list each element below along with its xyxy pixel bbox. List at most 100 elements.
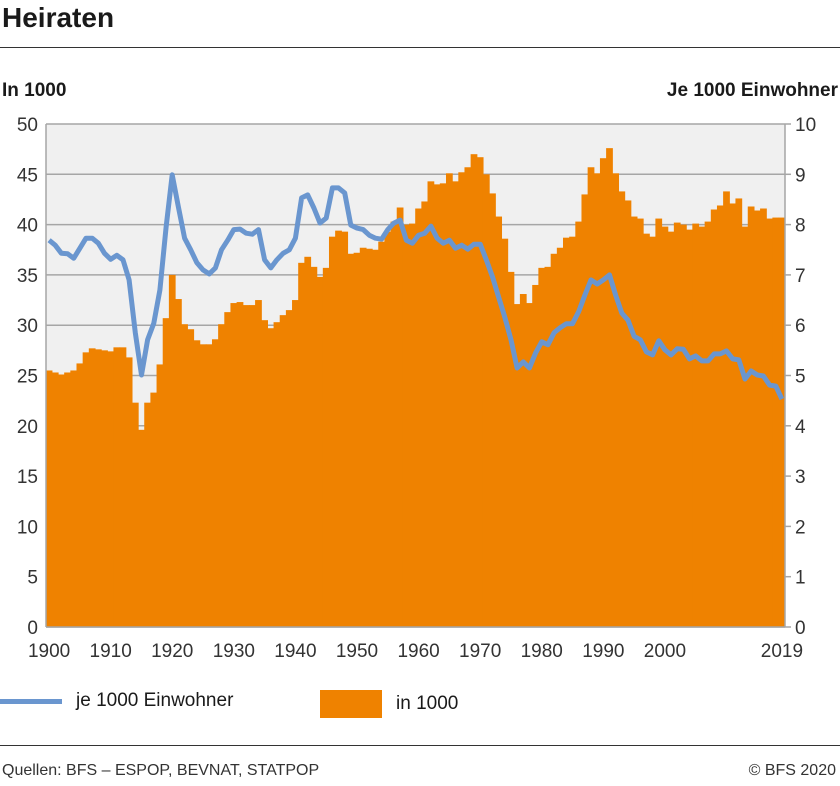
x-tick-label: 1990 (582, 641, 624, 662)
bar (575, 221, 583, 627)
bar (439, 183, 447, 627)
bar (156, 364, 164, 627)
bar (199, 344, 207, 627)
bar (64, 372, 71, 627)
left-tick-label: 40 (17, 216, 38, 237)
bar (273, 322, 281, 627)
bar (753, 210, 761, 628)
bar (242, 305, 250, 627)
bar (519, 294, 527, 627)
bar (230, 303, 238, 627)
bar (181, 324, 188, 627)
bar (550, 253, 558, 628)
bar (538, 267, 546, 627)
right-tick-label: 3 (795, 467, 806, 488)
bar (704, 221, 712, 627)
x-tick-label: 2000 (644, 641, 686, 662)
bar (612, 173, 620, 627)
right-tick-label: 10 (795, 115, 816, 136)
bar (532, 284, 539, 627)
bar (581, 194, 589, 628)
left-tick-label: 50 (17, 115, 38, 136)
bar (606, 148, 613, 628)
bar-series (45, 148, 786, 628)
bar (70, 370, 78, 627)
bar (655, 218, 663, 627)
bar (667, 231, 675, 627)
bar (211, 339, 219, 627)
bar (643, 233, 650, 628)
bar (193, 340, 201, 627)
bar (304, 256, 312, 627)
x-tick-label: 1900 (28, 641, 70, 662)
bar (686, 229, 693, 627)
x-tick-label: 1960 (397, 641, 439, 662)
bar (347, 253, 355, 628)
right-tick-label: 8 (795, 216, 806, 237)
bar (760, 208, 767, 627)
bar (526, 303, 533, 627)
bar (415, 208, 422, 627)
footer-divider (0, 745, 840, 746)
bar (298, 262, 305, 627)
legend-line-swatch (0, 698, 62, 704)
bar (384, 231, 392, 627)
bar (710, 209, 718, 627)
bar (618, 191, 626, 628)
right-tick-label: 9 (795, 165, 806, 186)
bar (168, 274, 176, 627)
bar (372, 249, 379, 627)
bar (328, 236, 336, 627)
bar (113, 347, 121, 627)
bar (778, 217, 786, 628)
bar (150, 392, 158, 627)
x-tick-label: 1950 (336, 641, 378, 662)
bar (593, 173, 601, 627)
bar (390, 221, 398, 627)
bar (205, 344, 213, 627)
bar (218, 324, 225, 627)
bar (766, 218, 773, 627)
x-tick-label: 1970 (459, 641, 501, 662)
bar (51, 372, 59, 627)
left-tick-label: 10 (17, 517, 38, 538)
right-tick-label: 2 (795, 517, 806, 538)
bar (187, 329, 195, 627)
right-tick-label: 5 (795, 367, 806, 388)
bar (673, 222, 681, 627)
left-tick-label: 25 (17, 367, 38, 388)
left-tick-label: 30 (17, 316, 38, 337)
left-axis-label: In 1000 (2, 80, 67, 101)
bar (101, 350, 108, 627)
bar (661, 226, 669, 627)
left-tick-label: 35 (17, 266, 38, 287)
bar (421, 201, 429, 627)
copyright: © BFS 2020 (748, 762, 836, 779)
bar (45, 370, 53, 627)
bar (359, 247, 367, 627)
bar (433, 184, 441, 628)
bar (698, 226, 706, 627)
bar (353, 252, 361, 627)
left-tick-label: 15 (17, 467, 38, 488)
x-tick-label: 2019 (761, 641, 803, 662)
bar (175, 299, 182, 627)
x-tick-label: 1930 (213, 641, 255, 662)
bar (409, 223, 416, 627)
bar (741, 226, 749, 627)
bar (729, 203, 737, 627)
bar (267, 328, 275, 627)
left-tick-label: 0 (27, 618, 38, 639)
bar (470, 154, 478, 627)
left-tick-label: 5 (27, 568, 38, 589)
bar (131, 402, 139, 627)
bar (482, 174, 490, 628)
source-note: Quellen: BFS – ESPOP, BEVNAT, STATPOP (2, 762, 320, 779)
bar (76, 363, 84, 627)
bar (556, 247, 564, 627)
bar (94, 349, 102, 627)
x-tick-label: 1980 (521, 641, 563, 662)
bar (507, 271, 515, 627)
bar (310, 266, 318, 627)
bar (649, 236, 656, 627)
